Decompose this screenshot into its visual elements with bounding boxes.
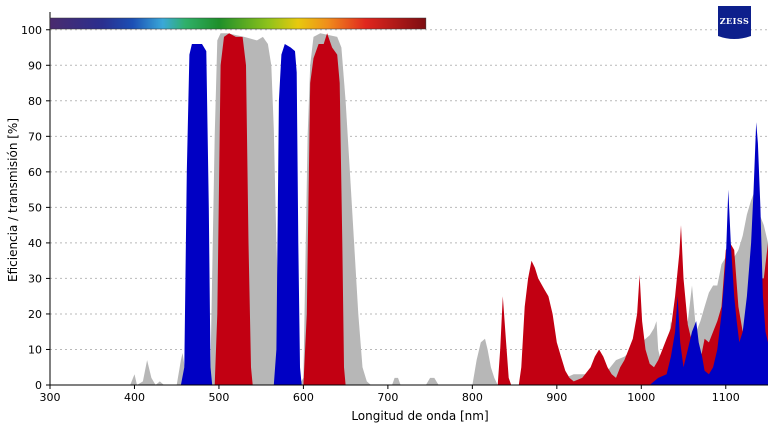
axes: [49, 12, 768, 386]
x-ticks: 300 400 500 600 700 800 900 1000 1100: [40, 385, 740, 404]
y-ticks: 0 10 20 30 40 50 60 70 80 90 100: [21, 24, 50, 392]
y-tick-label: 30: [28, 272, 42, 285]
gridlines: [50, 29, 768, 350]
x-tick-label: 1000: [627, 391, 655, 404]
y-tick-label: 60: [28, 166, 42, 179]
x-axis-title: Longitud de onda [nm]: [351, 409, 488, 423]
y-tick-label: 50: [28, 201, 42, 214]
y-tick-label: 90: [28, 59, 42, 72]
x-tick-label: 900: [546, 391, 567, 404]
y-tick-label: 100: [21, 24, 42, 37]
x-tick-label: 600: [293, 391, 314, 404]
y-axis-title: Eficiencia / transmisión [%]: [6, 118, 20, 282]
x-tick-label: 400: [124, 391, 145, 404]
y-tick-label: 20: [28, 308, 42, 321]
brand-logo: ZEISS: [718, 6, 751, 39]
x-tick-label: 500: [208, 391, 229, 404]
series-area-1: [50, 33, 768, 386]
series-areas: [50, 33, 768, 386]
x-tick-label: 1100: [712, 391, 740, 404]
y-tick-label: 0: [35, 379, 42, 392]
spectrum-bar: [49, 17, 427, 30]
brand-logo-text: ZEISS: [720, 16, 750, 26]
y-tick-label: 40: [28, 237, 42, 250]
x-tick-label: 700: [377, 391, 398, 404]
series-area-2: [50, 33, 768, 386]
series-area-3: [50, 44, 768, 385]
y-tick-label: 10: [28, 343, 42, 356]
y-tick-label: 70: [28, 130, 42, 143]
x-tick-label: 800: [462, 391, 483, 404]
x-tick-label: 300: [40, 391, 61, 404]
y-tick-label: 80: [28, 95, 42, 108]
